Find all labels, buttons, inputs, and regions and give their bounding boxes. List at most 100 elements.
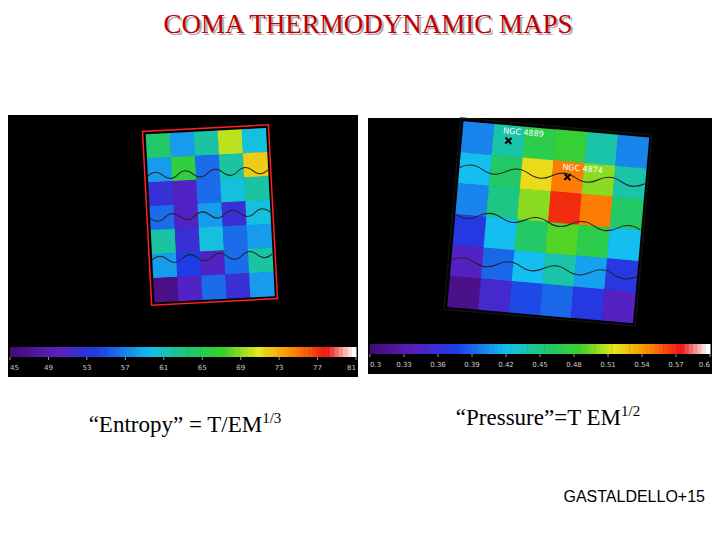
cell (172, 180, 198, 206)
colorbar-segment (430, 344, 435, 354)
colorbar-tick (356, 357, 357, 360)
colorbar-segment (515, 344, 520, 354)
cell (151, 229, 177, 255)
cell (152, 253, 178, 279)
colorbar-segment (157, 347, 162, 357)
colorbar-segment (75, 347, 80, 357)
colorbar-segment (183, 347, 188, 357)
colorbar-tick (48, 357, 49, 360)
colorbar-segment (408, 344, 413, 354)
colorbar-segment (71, 347, 76, 357)
colorbar-segment (655, 344, 660, 354)
colorbar-segment (498, 344, 503, 354)
colorbar-segment (391, 344, 396, 354)
cell (571, 286, 605, 320)
colorbar-tick (472, 354, 473, 357)
cell (461, 121, 495, 155)
colorbar-segment (295, 347, 300, 357)
colorbar-segment (343, 347, 348, 357)
colorbar-label: 0.6 (699, 361, 711, 369)
cell (615, 135, 649, 169)
colorbar-segment (261, 347, 266, 357)
colorbar-segment (578, 344, 583, 354)
colorbar-segment (248, 347, 253, 357)
colorbar-label: 61 (159, 364, 168, 372)
colorbar-segment (697, 344, 702, 354)
colorbar-segment (646, 344, 651, 354)
colorbar-tick (506, 354, 507, 357)
colorbar-segment (53, 347, 58, 357)
caption-superscript: 1/3 (262, 410, 281, 426)
colorbar-segment (97, 347, 102, 357)
colorbar-label: 77 (313, 364, 322, 372)
colorbar-segment (19, 347, 24, 357)
cell (604, 258, 638, 292)
colorbar-segment (313, 347, 318, 357)
colorbar-segment (502, 344, 507, 354)
colorbar-label: 0.3 (370, 361, 381, 369)
colorbar-segment (239, 347, 244, 357)
colorbar-segment (506, 344, 511, 354)
colorbar-tick (608, 354, 609, 357)
colorbar-segment (527, 344, 532, 354)
colorbar-segment (79, 347, 84, 357)
colorbar-segment (235, 347, 240, 357)
cell (247, 224, 273, 250)
cell (514, 219, 548, 253)
colorbar-tick (240, 357, 241, 360)
colorbar-label: 0.45 (532, 361, 548, 369)
colorbar-segment (587, 344, 592, 354)
colorbar-segment (404, 344, 409, 354)
colorbar-segment (170, 347, 175, 357)
colorbar-segment (693, 344, 698, 354)
colorbar-segment (396, 344, 401, 354)
colorbar-tick (279, 357, 280, 360)
colorbar-segment (612, 344, 617, 354)
colorbar-segment (131, 347, 136, 357)
galaxy-marker (564, 174, 571, 181)
colorbar-label: 0.39 (464, 361, 480, 369)
colorbar-segment (532, 344, 537, 354)
colorbar-segment (109, 347, 114, 357)
colorbar-segment (680, 344, 685, 354)
colorbar-segment (706, 344, 711, 354)
contour (150, 208, 270, 221)
colorbar-segment (566, 344, 571, 354)
colorbar-segment (493, 344, 498, 354)
colorbar-segment (387, 344, 392, 354)
cell (196, 178, 222, 204)
credit: GASTALDELLO+15 (563, 488, 705, 505)
contour (451, 257, 637, 280)
cell (455, 183, 489, 217)
caption-text: “Entropy” = T/EM (89, 412, 263, 437)
caption-superscript: 1/2 (621, 403, 640, 419)
cell (218, 129, 244, 155)
colorbar-segment (166, 347, 171, 357)
heatmap-panel: NGC 4889NGC 48740.30.330.360.390.420.450… (368, 118, 712, 374)
colorbar-segment (591, 344, 596, 354)
colorbar-segment (92, 347, 97, 357)
colorbar-segment (400, 344, 405, 354)
colorbar-segment (339, 347, 344, 357)
background (0, 0, 720, 540)
cell (602, 289, 636, 323)
colorbar-segment (642, 344, 647, 354)
cell (146, 133, 172, 159)
cell (149, 205, 175, 231)
contour (444, 118, 652, 326)
colorbar-segment (629, 344, 634, 354)
heatmap-panel: 45495357616569737781 (8, 115, 358, 377)
colorbar-segment (205, 347, 210, 357)
cell (553, 129, 587, 163)
cell (486, 186, 520, 220)
colorbar-segment (148, 347, 153, 357)
colorbar-segment (304, 347, 309, 357)
colorbar-segment (438, 344, 443, 354)
colorbar-segment (425, 344, 430, 354)
cell (225, 273, 251, 299)
cell (478, 278, 512, 312)
cell (607, 227, 641, 261)
cell (453, 214, 487, 248)
colorbar-tick (710, 354, 711, 357)
cell (450, 245, 484, 279)
